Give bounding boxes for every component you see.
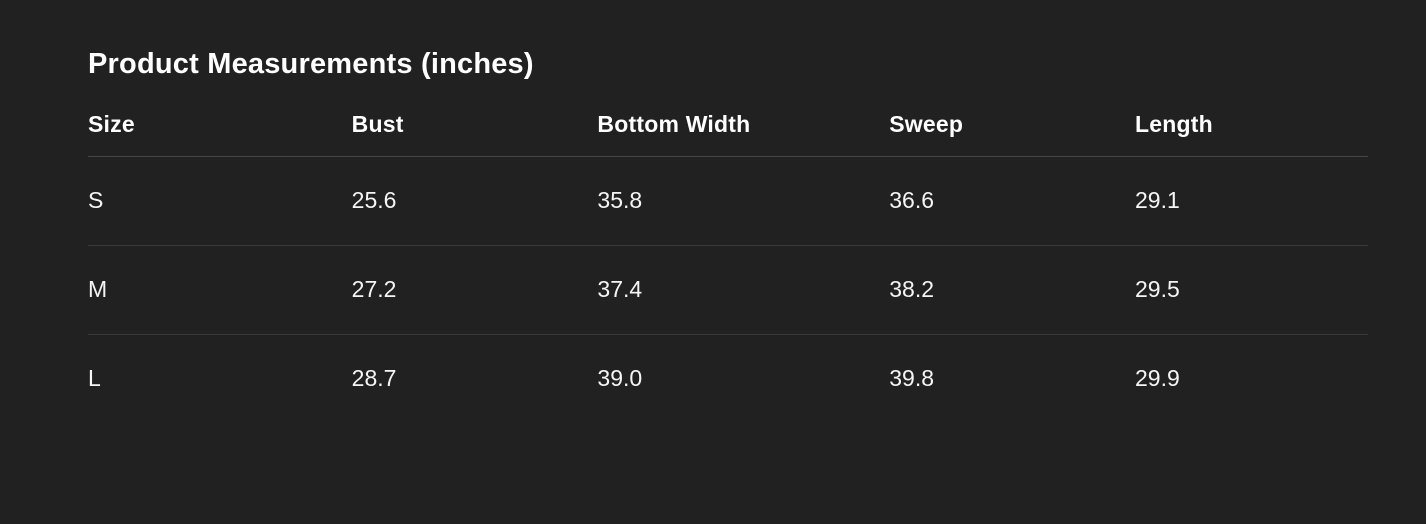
measurements-table: Size Bust Bottom Width Sweep Length S 25… bbox=[88, 111, 1368, 423]
cell-length: 29.1 bbox=[1135, 156, 1368, 246]
cell-bottom-width: 35.8 bbox=[597, 156, 890, 246]
table-row-l: L 28.7 39.0 39.8 29.9 bbox=[88, 335, 1368, 424]
cell-length: 29.9 bbox=[1135, 365, 1180, 391]
cell-sweep: 38.2 bbox=[889, 245, 1135, 335]
table-header: Size Bust Bottom Width Sweep Length bbox=[88, 111, 1368, 157]
column-header-length: Length bbox=[1135, 111, 1368, 157]
cell-size: M bbox=[88, 245, 352, 335]
column-header-sweep: Sweep bbox=[889, 111, 1135, 157]
cell-bottom-width: 39.0 bbox=[597, 365, 643, 391]
column-header-size: Size bbox=[88, 111, 352, 157]
product-measurements-section: Product Measurements (inches) Size Bust … bbox=[88, 48, 1368, 423]
cell-bottom-width: 37.4 bbox=[597, 245, 890, 335]
column-header-bust: Bust bbox=[351, 111, 598, 157]
column-header-bottom-width: Bottom Width bbox=[597, 111, 890, 157]
table-row-m: M 27.2 37.4 38.2 29.5 bbox=[88, 245, 1368, 335]
cell-bust: 27.2 bbox=[351, 245, 598, 335]
cell-length: 29.5 bbox=[1135, 245, 1368, 335]
table-body: S 25.6 35.8 36.6 29.1 M 27.2 37.4 38.2 2… bbox=[88, 156, 1368, 424]
cell-sweep: 39.8 bbox=[889, 365, 935, 391]
cell-size: L bbox=[88, 365, 101, 391]
cell-bust: 25.6 bbox=[351, 156, 598, 246]
section-title: Product Measurements (inches) bbox=[88, 48, 534, 80]
cell-size: S bbox=[88, 156, 352, 246]
table-row-s: S 25.6 35.8 36.6 29.1 bbox=[88, 156, 1368, 246]
cell-sweep: 36.6 bbox=[889, 156, 1135, 246]
cell-bust: 28.7 bbox=[351, 365, 397, 391]
header-row: Size Bust Bottom Width Sweep Length bbox=[88, 111, 1368, 157]
